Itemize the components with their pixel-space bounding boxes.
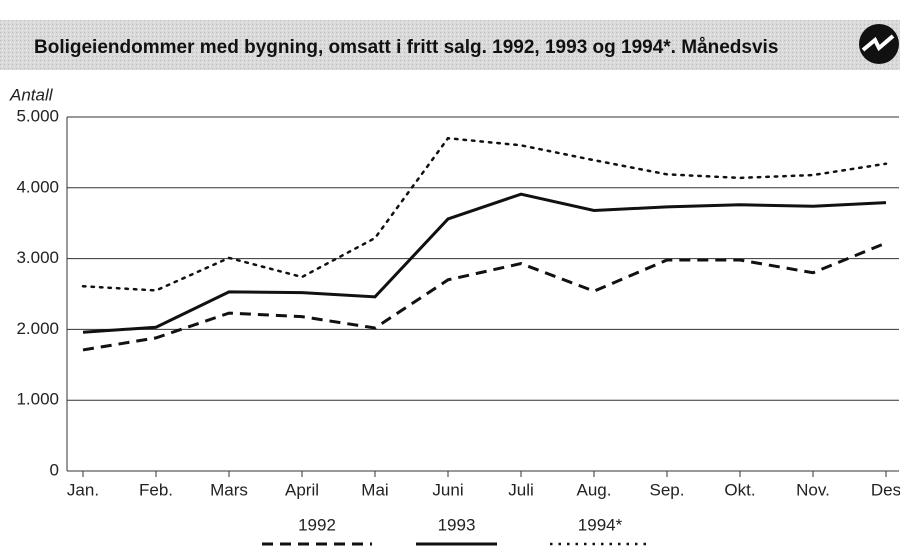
x-tick-label: April <box>285 480 319 499</box>
y-tick-label: 4.000 <box>16 177 59 196</box>
legend-label: 1993 <box>438 515 476 534</box>
chart-title: Boligeiendommer med bygning, omsatt i fr… <box>34 37 778 58</box>
y-tick-label: 3.000 <box>16 248 59 267</box>
x-tick-label: Sep. <box>650 480 685 499</box>
series-line <box>81 136 888 292</box>
legend-label: 1994* <box>578 515 623 534</box>
legend-label: 1992 <box>298 515 336 534</box>
x-tick-label: Juli <box>508 480 534 499</box>
series-line <box>82 241 887 352</box>
x-tick-label: Feb. <box>139 480 173 499</box>
x-tick-label: Aug. <box>577 480 612 499</box>
y-axis-label: Antall <box>9 85 54 104</box>
y-tick-label: 2.000 <box>16 319 59 338</box>
series-line <box>82 192 887 334</box>
logo <box>859 24 899 64</box>
y-tick-label: 1.000 <box>16 390 59 409</box>
title-band <box>0 20 900 70</box>
x-tick-label: Juni <box>432 480 463 499</box>
y-tick-label: 0 <box>50 460 59 479</box>
x-tick-label: Jan. <box>67 480 99 499</box>
x-tick-label: Mars <box>210 480 248 499</box>
y-tick-label: 5.000 <box>16 106 59 125</box>
x-tick-label: Des <box>871 480 900 499</box>
x-tick-label: Okt. <box>724 480 755 499</box>
x-tick-label: Nov. <box>796 480 830 499</box>
x-tick-label: Mai <box>361 480 388 499</box>
